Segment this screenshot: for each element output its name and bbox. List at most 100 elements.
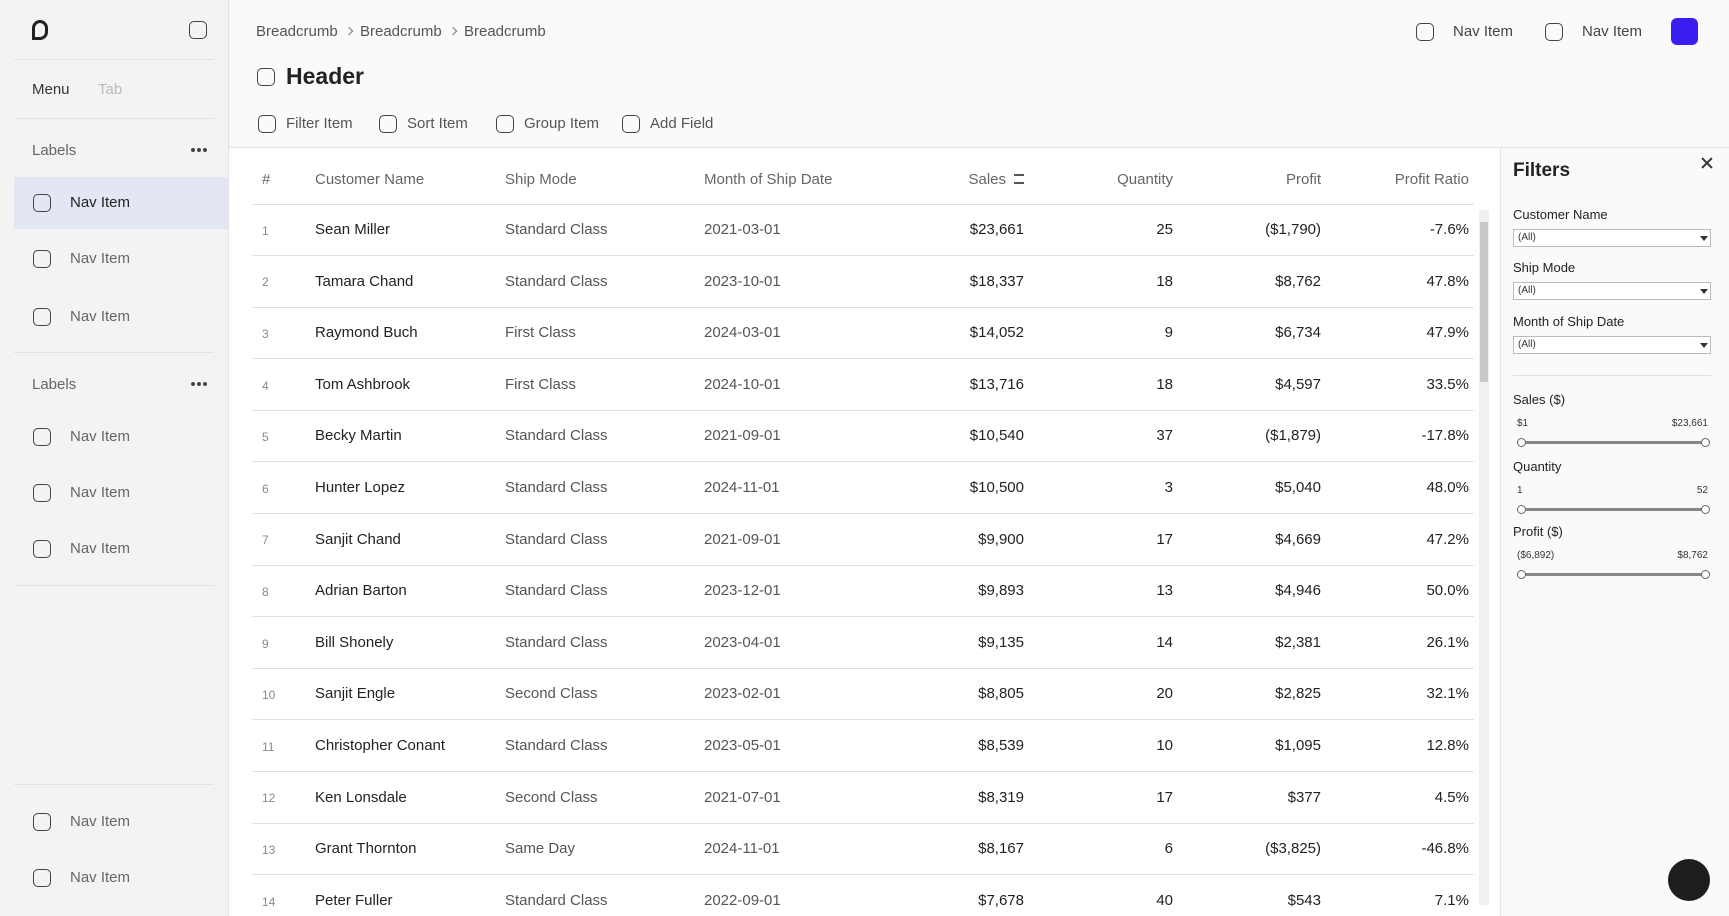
- slider-knob[interactable]: [1517, 570, 1526, 579]
- slider-knob[interactable]: [1701, 438, 1710, 447]
- cell: 2024-11-01: [704, 840, 780, 858]
- cell: $9,135: [978, 633, 1024, 651]
- nav-icon: [1416, 23, 1434, 41]
- cell: 6: [1164, 840, 1173, 858]
- sort-icon: [1014, 174, 1024, 184]
- nav-item: Nav Item: [70, 540, 131, 557]
- nav-icon: [33, 869, 51, 887]
- column-header: Profit: [1285, 171, 1321, 188]
- cell: 18: [1156, 272, 1173, 290]
- column-header: Sales: [968, 171, 1006, 188]
- more-icon: [191, 382, 207, 390]
- nav-item: Nav Item: [70, 194, 131, 211]
- row-number: 11: [262, 739, 275, 754]
- row-divider: [252, 513, 1474, 514]
- cell: 14: [1156, 633, 1173, 651]
- menu-tab: Menu: [32, 81, 70, 98]
- row-divider: [252, 564, 1474, 566]
- dropdown-value: (All): [1518, 285, 1536, 296]
- cell: $8,762: [1275, 272, 1321, 290]
- toolbar-item[interactable]: Add Field: [650, 115, 714, 132]
- row-number: 1: [262, 223, 269, 238]
- toolbar-item[interactable]: Group Item: [524, 115, 600, 132]
- cell: 2021-09-01: [704, 530, 781, 548]
- cell: Becky Martin: [315, 427, 402, 445]
- row-number: 6: [262, 481, 269, 496]
- cell: $23,661: [969, 221, 1024, 238]
- row-divider: [252, 255, 1474, 256]
- cell: 2024-11-01: [704, 479, 780, 496]
- slider-track: [1521, 441, 1705, 444]
- cell: $8,167: [978, 840, 1024, 858]
- dropdown[interactable]: [1513, 229, 1711, 247]
- cell: Bill Shonely: [315, 633, 394, 651]
- cell: $2,381: [1275, 633, 1321, 651]
- cell: 7.1%: [1434, 891, 1469, 909]
- cell: First Class: [505, 324, 576, 342]
- slider-max: $23,661: [1671, 418, 1708, 429]
- slider-label: Sales ($): [1513, 392, 1566, 408]
- divider: [14, 118, 214, 119]
- dropdown-arrow: [1700, 289, 1708, 298]
- cell: $10,540: [969, 427, 1024, 445]
- row-divider: [252, 409, 1474, 411]
- cell: -46.8%: [1421, 840, 1469, 858]
- slider-knob[interactable]: [1701, 505, 1710, 514]
- cell: Standard Class: [505, 737, 608, 754]
- cell: 2021-03-01: [704, 221, 781, 238]
- slider-knob[interactable]: [1517, 505, 1526, 514]
- logo: [32, 20, 48, 40]
- cell: $9,893: [978, 582, 1024, 600]
- cell: 18: [1156, 375, 1173, 393]
- slider-knob[interactable]: [1517, 438, 1526, 447]
- toolbar-icon: [258, 115, 276, 133]
- row-number: 9: [262, 636, 269, 651]
- row-number: 10: [262, 688, 276, 703]
- more-icon: [191, 148, 207, 156]
- cell: $14,052: [969, 324, 1024, 342]
- cell: Standard Class: [505, 633, 608, 651]
- cell: 40: [1156, 891, 1173, 909]
- toolbar-item[interactable]: Sort Item: [407, 115, 468, 132]
- cell: Adrian Barton: [315, 582, 407, 600]
- nav-icon: [33, 428, 51, 446]
- slider-track: [1521, 573, 1705, 576]
- cell: 2024-10-01: [704, 375, 781, 393]
- cell: Peter Fuller: [315, 891, 393, 909]
- cell: $8,539: [978, 737, 1024, 754]
- cell: $1,095: [1275, 737, 1321, 754]
- cell: Sanjit Engle: [315, 685, 396, 703]
- divider: [252, 204, 1474, 205]
- slider-track: [1521, 508, 1705, 511]
- cell: $10,500: [969, 479, 1024, 496]
- filters-title: Filters: [1513, 159, 1571, 181]
- cell: Second Class: [505, 685, 598, 703]
- dropdown[interactable]: [1513, 336, 1711, 354]
- breadcrumb: Breadcrumb: [464, 23, 546, 40]
- nav-item-selected: [14, 177, 228, 229]
- cell: -7.6%: [1429, 221, 1469, 238]
- nav-icon: [33, 813, 51, 831]
- cell: $5,040: [1275, 479, 1321, 496]
- sidebar: [0, 0, 229, 916]
- row-number: 2: [262, 275, 269, 290]
- cell: Second Class: [505, 788, 598, 806]
- toolbar-icon: [622, 115, 640, 133]
- toolbar-item[interactable]: Filter Item: [286, 115, 353, 132]
- help-button[interactable]: [1668, 859, 1710, 901]
- dropdown[interactable]: [1513, 282, 1711, 300]
- cell: ($1,879): [1265, 427, 1321, 445]
- cell: 2023-12-01: [704, 582, 781, 600]
- add-button[interactable]: [1671, 18, 1698, 45]
- cell: 3: [1164, 479, 1173, 496]
- cell: 2022-09-01: [704, 891, 781, 909]
- cell: 48.0%: [1426, 479, 1469, 496]
- slider-knob[interactable]: [1701, 570, 1710, 579]
- cell: 17: [1156, 788, 1173, 806]
- cell: 47.8%: [1426, 272, 1469, 290]
- row-divider: [252, 667, 1474, 669]
- slider-max: 52: [1696, 485, 1708, 496]
- cell: 32.1%: [1426, 685, 1469, 703]
- row-divider: [252, 719, 1474, 721]
